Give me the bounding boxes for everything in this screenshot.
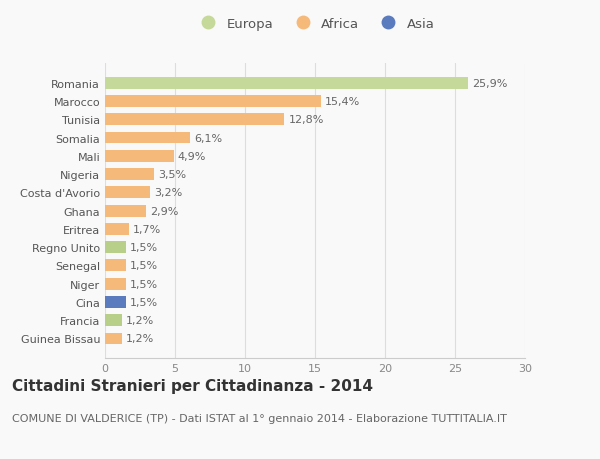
Bar xyxy=(105,96,320,108)
Bar xyxy=(105,132,190,144)
Bar xyxy=(105,187,150,199)
Bar xyxy=(105,205,146,217)
Bar xyxy=(105,169,154,180)
Legend: Europa, Africa, Asia: Europa, Africa, Asia xyxy=(195,18,435,31)
Bar xyxy=(105,297,126,308)
Text: 3,2%: 3,2% xyxy=(154,188,182,198)
Bar xyxy=(105,314,122,326)
Text: 1,5%: 1,5% xyxy=(130,261,158,271)
Bar xyxy=(105,78,467,90)
Text: 2,9%: 2,9% xyxy=(150,206,178,216)
Text: 12,8%: 12,8% xyxy=(289,115,324,125)
Text: 4,9%: 4,9% xyxy=(178,151,206,162)
Bar xyxy=(105,260,126,272)
Bar xyxy=(105,333,122,345)
Text: COMUNE DI VALDERICE (TP) - Dati ISTAT al 1° gennaio 2014 - Elaborazione TUTTITAL: COMUNE DI VALDERICE (TP) - Dati ISTAT al… xyxy=(12,413,507,423)
Bar xyxy=(105,242,126,253)
Bar xyxy=(105,114,284,126)
Text: Cittadini Stranieri per Cittadinanza - 2014: Cittadini Stranieri per Cittadinanza - 2… xyxy=(12,379,373,394)
Text: 15,4%: 15,4% xyxy=(325,97,360,107)
Text: 1,2%: 1,2% xyxy=(126,334,154,344)
Text: 1,5%: 1,5% xyxy=(130,279,158,289)
Text: 25,9%: 25,9% xyxy=(472,78,507,89)
Text: 6,1%: 6,1% xyxy=(194,133,223,143)
Bar xyxy=(105,278,126,290)
Bar xyxy=(105,224,129,235)
Text: 1,2%: 1,2% xyxy=(126,315,154,325)
Text: 1,5%: 1,5% xyxy=(130,297,158,307)
Text: 3,5%: 3,5% xyxy=(158,170,187,179)
Text: 1,5%: 1,5% xyxy=(130,243,158,252)
Bar xyxy=(105,151,173,162)
Text: 1,7%: 1,7% xyxy=(133,224,161,235)
